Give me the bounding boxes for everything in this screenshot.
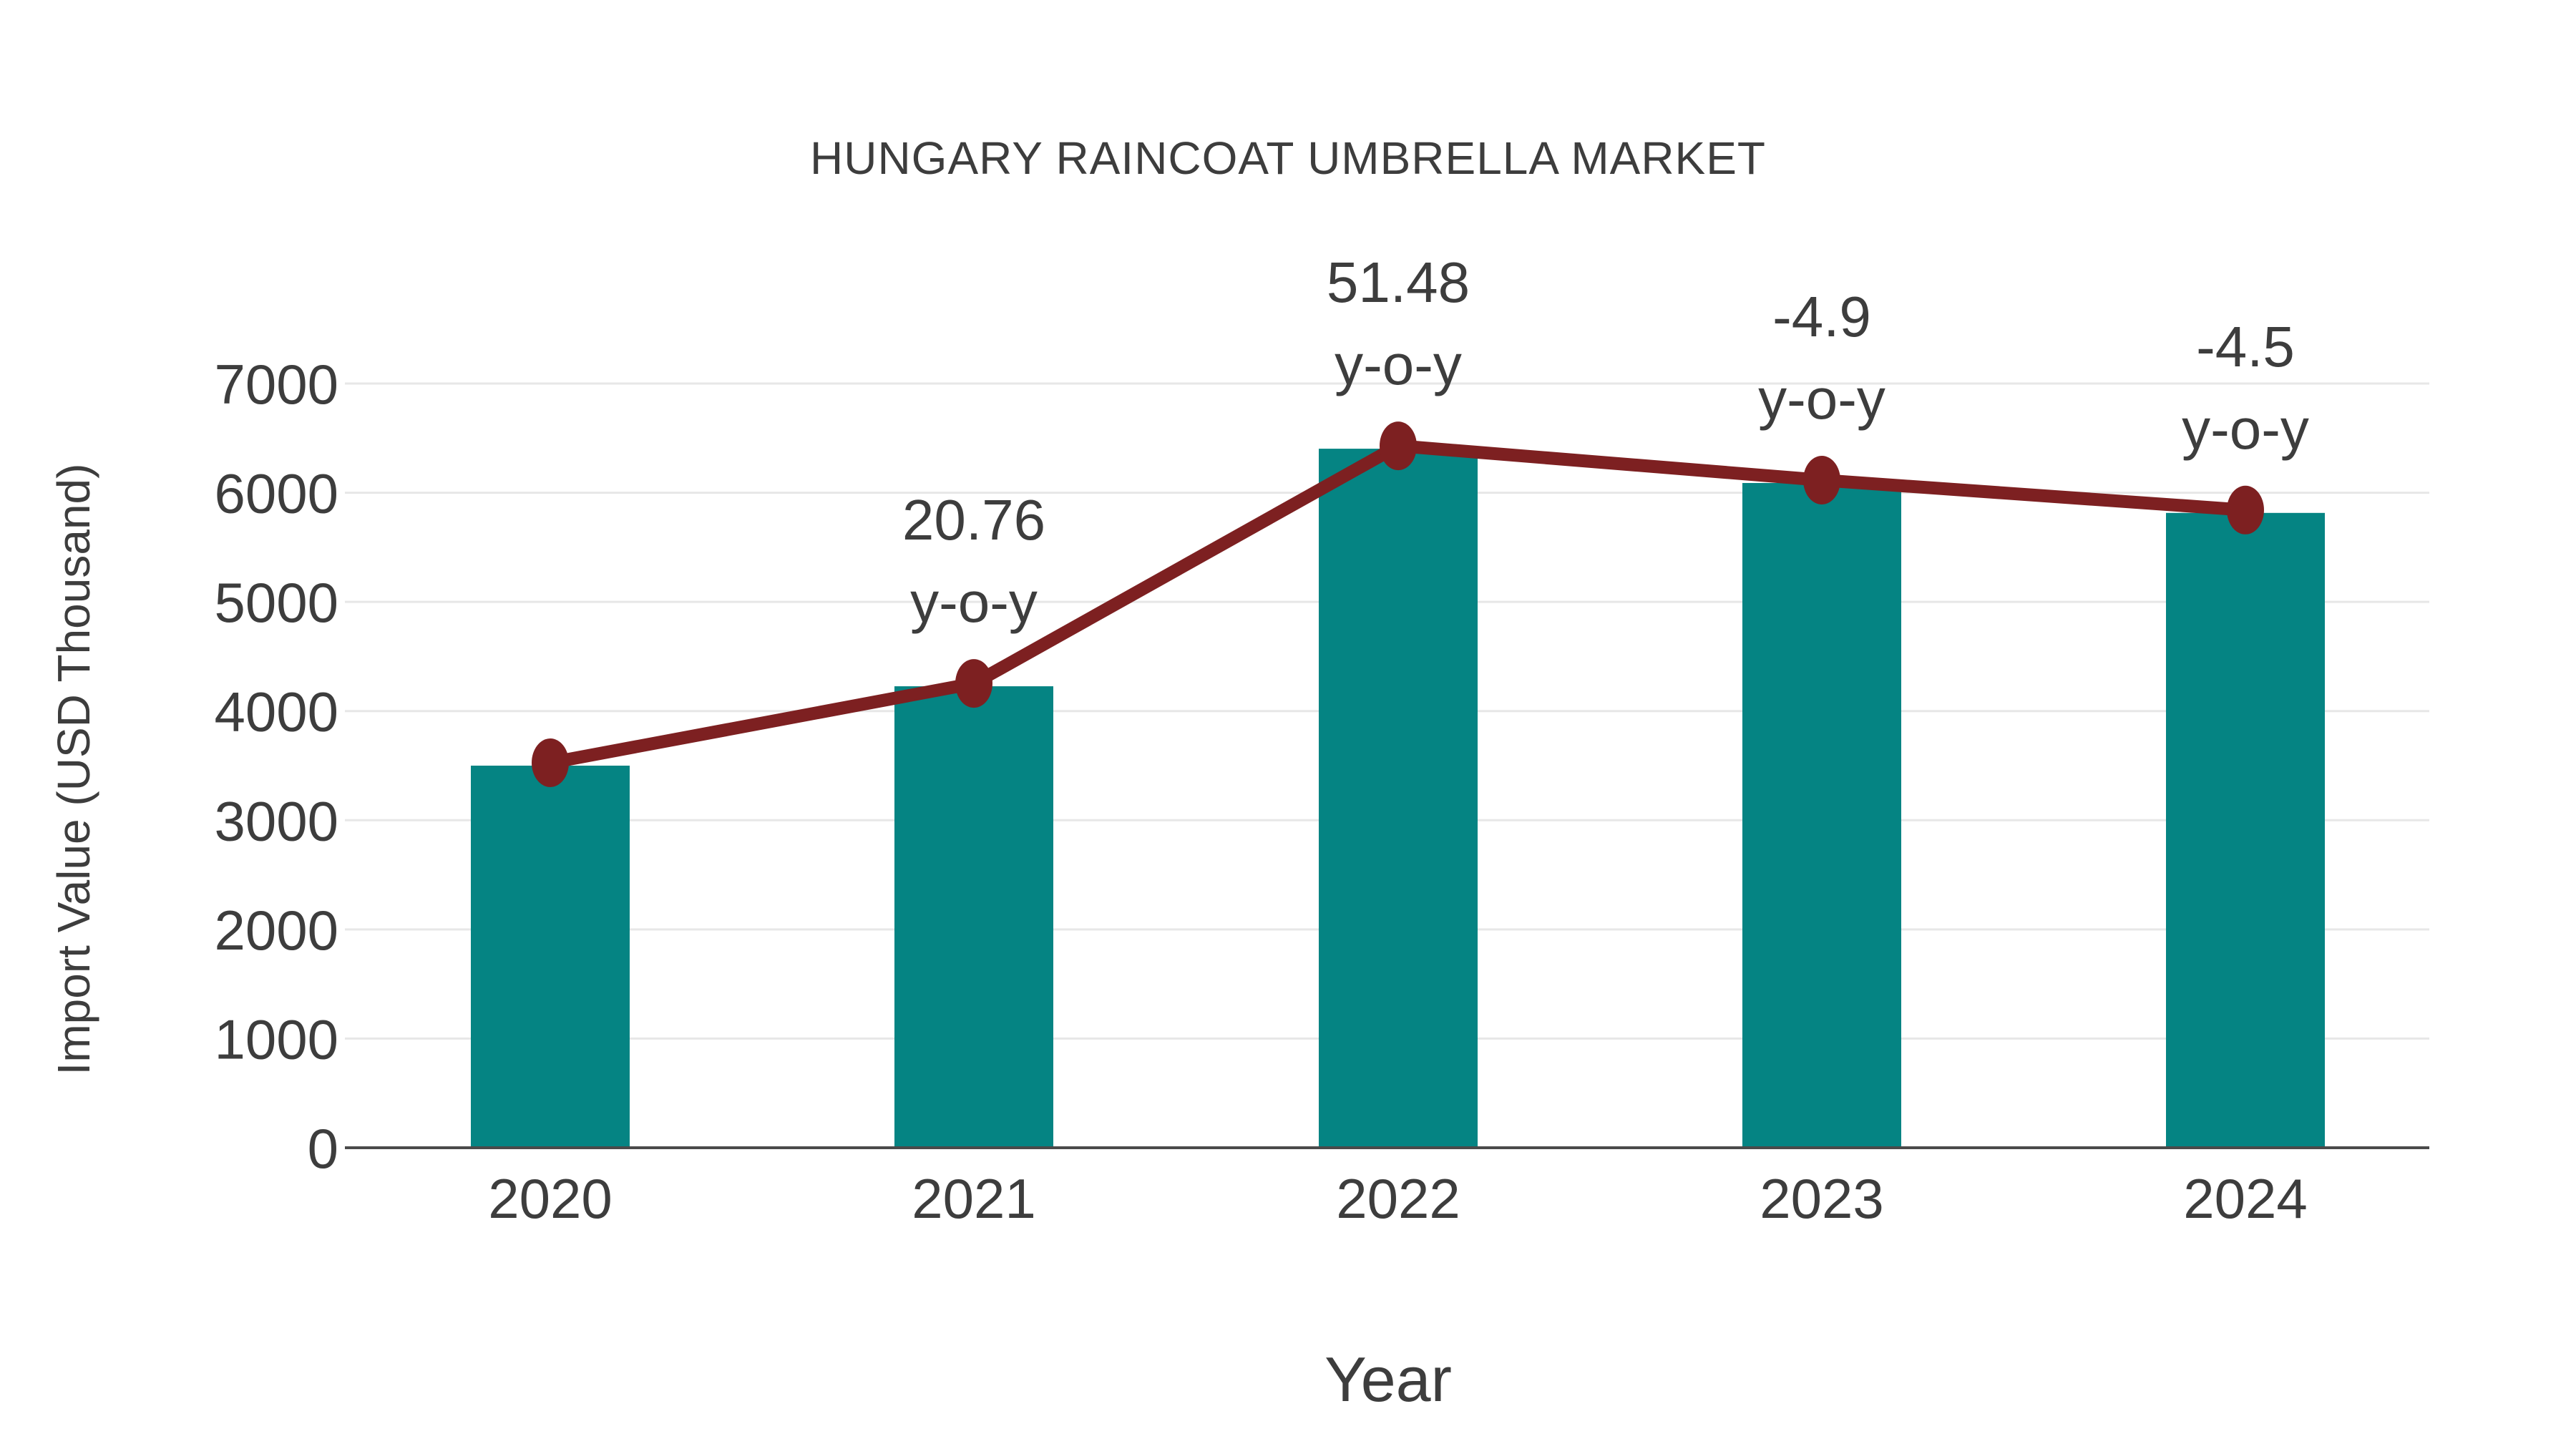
x-tick-2023: 2023 — [1760, 1167, 1884, 1230]
data-point-2021 — [955, 659, 992, 708]
annotation-suffix-2022: y-o-y — [1335, 333, 1462, 396]
y-tick-label: 2000 — [214, 899, 338, 962]
x-axis-title: Year — [1324, 1344, 1452, 1415]
bar-2022 — [1319, 449, 1478, 1148]
bar-2023 — [1742, 482, 1901, 1148]
y-tick-label: 1000 — [214, 1008, 338, 1070]
annotation-value-2022: 51.48 — [1327, 250, 1470, 314]
x-tick-2020: 2020 — [488, 1167, 613, 1230]
annotation-suffix-2021: y-o-y — [910, 570, 1038, 634]
y-axis-title: Import Value (USD Thousand) — [48, 464, 99, 1075]
y-tick-labels: 0 1000 2000 3000 4000 5000 6000 7000 — [214, 353, 338, 1180]
chart-title: HUNGARY RAINCOAT UMBRELLA MARKET — [810, 132, 1766, 184]
y-tick-label: 6000 — [214, 462, 338, 525]
x-tick-2022: 2022 — [1336, 1167, 1460, 1230]
annotation-value-2024: -4.5 — [2196, 315, 2295, 379]
bar-2020 — [471, 766, 630, 1148]
data-point-2024 — [2227, 485, 2264, 535]
y-tick-label: 0 — [308, 1117, 338, 1180]
y-tick-label: 7000 — [214, 353, 338, 416]
annotation-suffix-2024: y-o-y — [2182, 397, 2309, 461]
bars-layer — [471, 449, 2325, 1148]
y-tick-label: 5000 — [214, 571, 338, 634]
data-point-2023 — [1803, 455, 1840, 504]
bar-2024 — [2166, 512, 2325, 1148]
annotations-layer: 20.76 y-o-y 51.48 y-o-y -4.9 y-o-y -4.5 y-o-y — [902, 250, 2309, 634]
annotation-value-2023: -4.9 — [1772, 285, 1871, 348]
y-tick-label: 3000 — [214, 789, 338, 852]
annotation-value-2021: 20.76 — [902, 488, 1045, 552]
bar-2021 — [894, 686, 1053, 1148]
data-points-layer — [532, 421, 2264, 787]
x-tick-2021: 2021 — [912, 1167, 1036, 1230]
data-point-2020 — [532, 738, 569, 787]
data-point-2022 — [1380, 421, 1417, 471]
x-tick-2024: 2024 — [2183, 1167, 2308, 1230]
annotation-suffix-2023: y-o-y — [1758, 367, 1885, 431]
x-tick-labels: 2020 2021 2022 2023 2024 — [488, 1167, 2308, 1230]
y-tick-label: 4000 — [214, 680, 338, 743]
